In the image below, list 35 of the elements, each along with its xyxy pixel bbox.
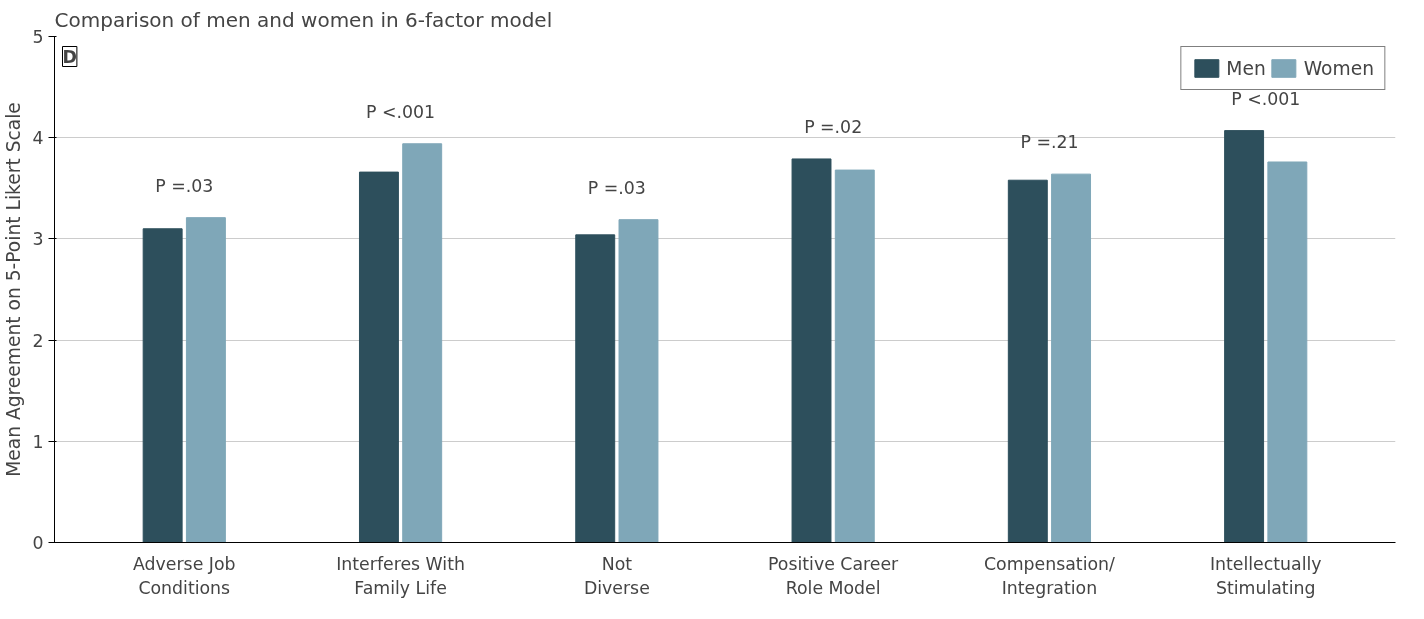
x-tick-label: Not Diverse	[583, 553, 650, 598]
y-axis-title: Mean Agreement on 5-Point Likert Scale	[3, 102, 25, 477]
annotation: P =.02	[804, 116, 863, 137]
annotation: D	[62, 46, 77, 67]
x-tick-label: Intellectually Stimulating	[1209, 553, 1322, 598]
y-tick-label: 2	[32, 330, 44, 351]
legend-label: Women	[1303, 57, 1374, 79]
bar	[1007, 179, 1048, 543]
bar	[1051, 173, 1092, 543]
y-tick-label: 4	[32, 128, 44, 149]
x-tick-label: Positive Career Role Model	[768, 553, 900, 598]
annotation: P =.21	[1020, 132, 1079, 153]
annotation: P =.03	[155, 175, 214, 196]
y-tick-label: 5	[32, 27, 44, 47]
bar	[402, 143, 443, 543]
x-tick-label: Compensation/ Integration	[983, 553, 1116, 598]
y-tick-label: 1	[32, 431, 44, 452]
bar	[575, 234, 616, 543]
bar	[834, 169, 875, 543]
bar	[1224, 130, 1265, 543]
bar	[791, 158, 832, 543]
y-tick-label: 3	[32, 229, 44, 250]
chart-title: Comparison of men and women in 6-factor model	[54, 7, 553, 32]
y-tick-label: 0	[32, 533, 44, 553]
x-tick-label: Adverse Job Conditions	[133, 553, 236, 598]
bar	[358, 171, 399, 543]
annotation: P =.03	[587, 177, 646, 198]
bar	[1267, 161, 1308, 543]
bar	[142, 228, 183, 543]
legend-label: Men	[1226, 57, 1266, 79]
annotation: P <.001	[1231, 88, 1301, 109]
bar	[618, 219, 659, 543]
bar	[185, 217, 226, 543]
annotation: P <.001	[366, 101, 436, 122]
x-tick-label: Interferes With Family Life	[336, 553, 465, 598]
